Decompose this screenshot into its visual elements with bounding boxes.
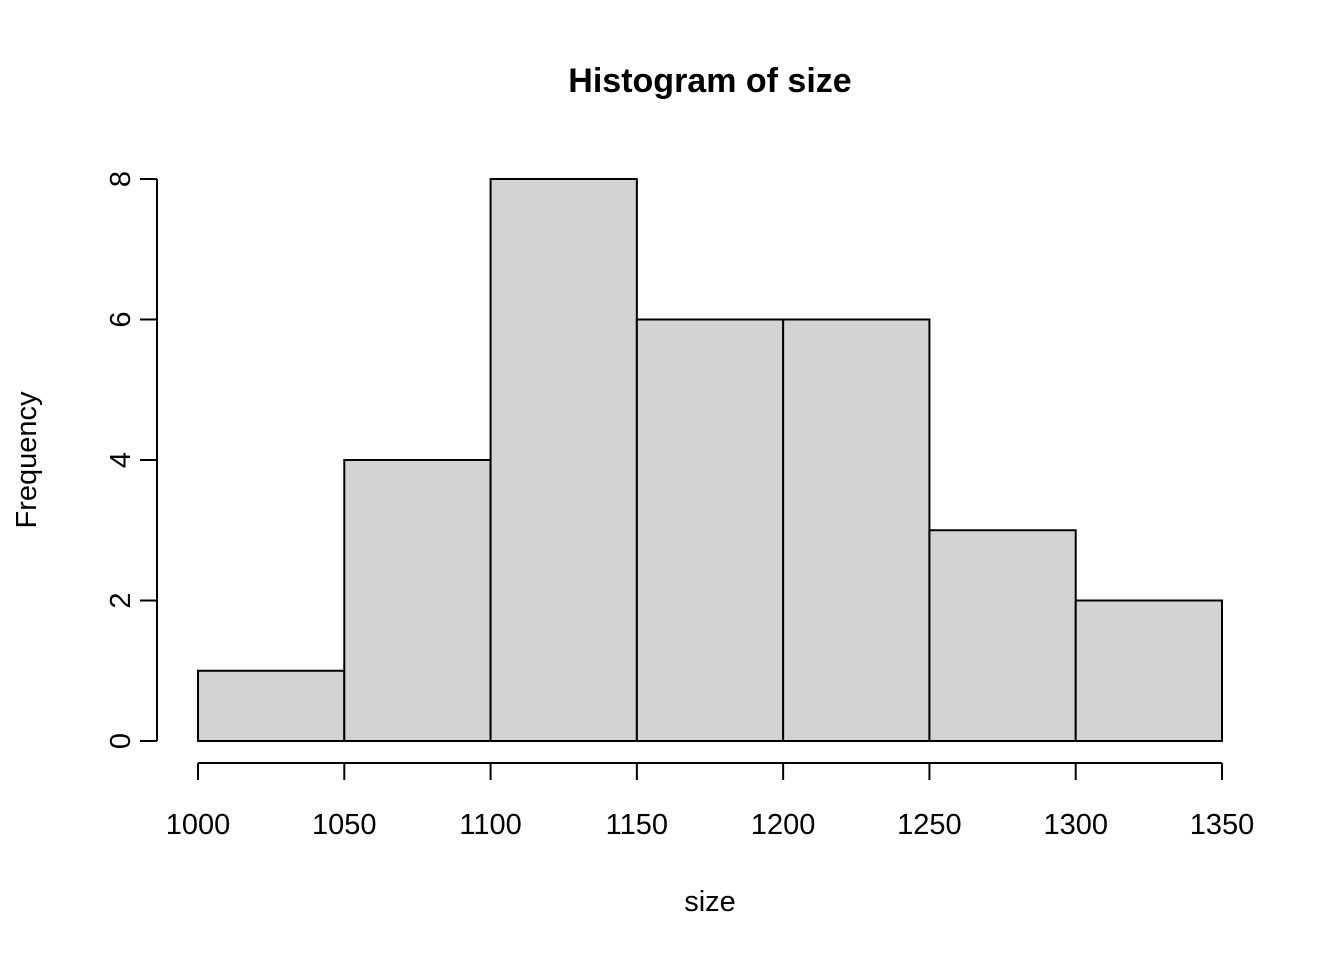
x-tick-label: 1350	[1190, 809, 1255, 841]
y-axis: 0 2 4 6 8	[105, 171, 158, 749]
histogram-bar	[782, 318, 931, 742]
x-tick-label: 1300	[1043, 809, 1108, 841]
x-axis-label: size	[684, 886, 736, 918]
y-tick-label: 8	[105, 171, 137, 187]
histogram-bar	[489, 178, 638, 742]
y-tick-label: 6	[105, 311, 137, 327]
x-tick-label: 1200	[751, 809, 816, 841]
y-tick-label: 4	[105, 452, 137, 468]
histogram-bar	[197, 669, 346, 742]
y-tick-label: 2	[105, 592, 137, 608]
y-tick-label: 0	[105, 733, 137, 749]
x-tick-label: 1250	[897, 809, 962, 841]
x-axis: 1000 1050 1100 1150 1200 1250 1300 1350	[166, 762, 1255, 841]
histogram-bar	[928, 529, 1077, 742]
x-tick-label: 1150	[606, 809, 668, 841]
y-axis-label: Frequency	[11, 391, 43, 529]
histogram-bar	[1074, 599, 1223, 742]
x-tick-label: 1100	[459, 809, 521, 841]
x-tick-label: 1050	[312, 809, 377, 841]
histogram-bar	[343, 459, 492, 742]
chart-title: Histogram of size	[568, 62, 851, 100]
x-tick-label: 1000	[166, 809, 231, 841]
bars-group	[197, 178, 1223, 742]
histogram-bar	[635, 318, 785, 742]
